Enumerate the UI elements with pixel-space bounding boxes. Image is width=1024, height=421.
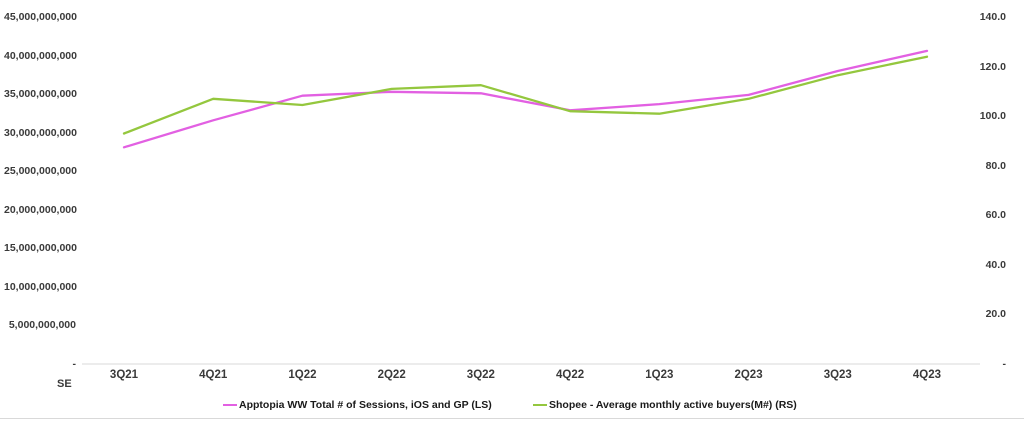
legend-item: Shopee - Average monthly active buyers(M… (533, 398, 797, 411)
series-line-0 (122, 49, 929, 149)
legend-label: Shopee - Average monthly active buyers(M… (549, 398, 797, 411)
right-axis-tick-label: 60.0 (985, 209, 1006, 222)
x-axis-label: 2Q23 (734, 369, 763, 381)
right-axis-tick-label: 100.0 (979, 110, 1006, 123)
x-axis-label: 3Q22 (466, 369, 495, 381)
left-axis-tick-label: - (72, 358, 77, 370)
x-axis-label: 3Q21 (109, 369, 139, 381)
bottom-divider (0, 418, 1024, 419)
left-axis-tick-label: 40,000,000,000 (4, 49, 77, 62)
left-axis-tick-label: 25,000,000,000 (4, 165, 77, 178)
right-axis-tick-label: 80.0 (985, 159, 1006, 172)
left-axis-tick-label: 10,000,000,000 (4, 280, 77, 293)
left-axis-tick-label: 20,000,000,000 (4, 203, 77, 216)
x-axis-label: 3Q23 (823, 369, 852, 381)
right-axis-tick-label: - (1002, 358, 1007, 370)
left-axis-tick-label: 45,000,000,000 (4, 11, 77, 23)
x-axis-label: 2Q22 (377, 369, 406, 381)
x-axis-label: 1Q23 (645, 369, 674, 381)
x-axis-label: 1Q22 (288, 369, 317, 381)
series-line-1 (122, 55, 929, 135)
legend-label: Apptopia WW Total # of Sessions, iOS and… (239, 398, 492, 411)
axis-corner-label: SE (57, 378, 72, 390)
x-axis-label: 4Q22 (556, 369, 585, 381)
right-axis-tick-label: 40.0 (985, 258, 1006, 271)
left-axis-tick-label: 5,000,000,000 (8, 319, 76, 332)
legend-line-swatch (533, 403, 547, 406)
legend-line-swatch (223, 403, 237, 406)
x-axis-label: 4Q21 (199, 369, 228, 381)
right-axis-tick-label: 20.0 (985, 308, 1006, 321)
x-axis-label: 4Q23 (912, 369, 942, 381)
left-axis-tick-label: 30,000,000,000 (4, 126, 77, 139)
right-axis-tick-label: 140.0 (979, 11, 1006, 23)
legend-item: Apptopia WW Total # of Sessions, iOS and… (223, 398, 492, 411)
right-axis-tick-label: 120.0 (979, 60, 1006, 73)
left-axis-tick-label: 35,000,000,000 (4, 88, 77, 101)
left-axis-tick-label: 15,000,000,000 (4, 242, 77, 255)
